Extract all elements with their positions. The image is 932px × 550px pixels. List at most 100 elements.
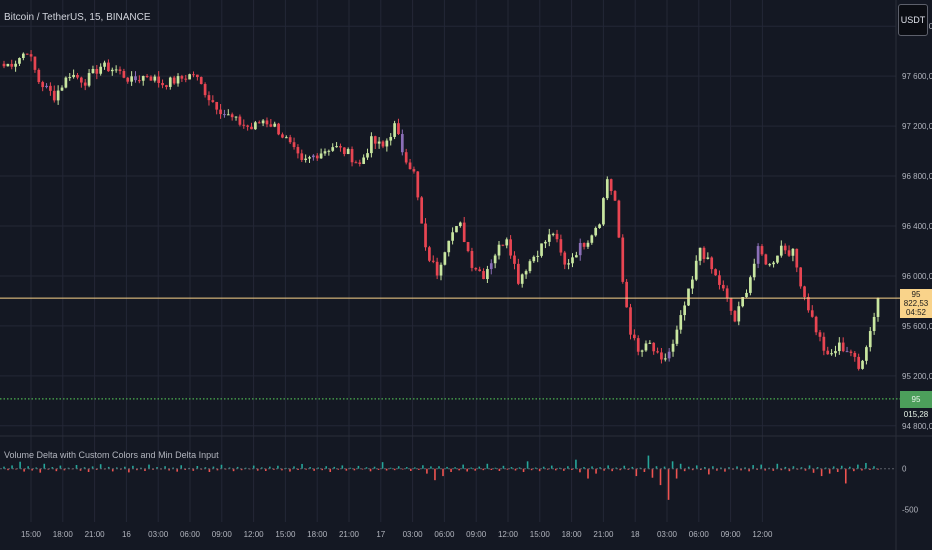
delta-bar	[760, 464, 762, 469]
candle-body	[729, 298, 733, 311]
delta-bar	[550, 465, 553, 469]
candle-body	[779, 245, 783, 256]
countdown-label: 04:52	[905, 308, 927, 318]
candle-body	[18, 58, 21, 64]
candle-body	[594, 227, 598, 236]
delta-bar	[490, 468, 493, 471]
delta-bar	[337, 468, 340, 470]
delta-bar	[35, 467, 38, 469]
delta-bar	[748, 468, 750, 472]
delta-bar	[635, 468, 638, 477]
candle-body	[559, 239, 563, 253]
delta-bar	[289, 468, 291, 472]
candle-body	[501, 244, 505, 246]
delta-bar	[385, 468, 388, 471]
price-tick-label: 95 600,00	[902, 322, 932, 331]
candle-body	[304, 158, 307, 160]
candle-body	[803, 286, 806, 298]
delta-bar	[148, 464, 150, 469]
candle-body	[350, 149, 354, 163]
delta-bar	[321, 468, 323, 471]
delta-bar	[430, 466, 432, 469]
candle-body	[807, 297, 810, 311]
delta-bar	[313, 468, 315, 471]
candle-body	[687, 288, 690, 306]
last-price-label: 95 822,53	[903, 290, 929, 309]
delta-bar	[91, 466, 94, 469]
delta-bar	[176, 468, 178, 472]
delta-bar	[615, 467, 618, 469]
candle-body	[122, 71, 126, 78]
delta-bar	[264, 468, 267, 471]
candle-body	[857, 356, 861, 369]
delta-bar	[446, 466, 448, 469]
delta-bar	[563, 468, 565, 471]
delta-bar	[534, 467, 537, 469]
candle-body	[725, 288, 729, 299]
indicator-title: Volume Delta with Custom Colors and Min …	[4, 450, 219, 460]
candle-body	[683, 305, 686, 316]
candle-body	[45, 85, 48, 88]
time-tick-label: 12:00	[244, 530, 265, 539]
price-tick-label: 94 800,00	[902, 422, 932, 431]
delta-bar	[345, 468, 348, 471]
delta-bar	[79, 468, 82, 471]
delta-bar	[309, 467, 311, 469]
time-tick-label: 06:00	[180, 530, 201, 539]
candle-body	[660, 352, 663, 360]
candle-body	[575, 255, 578, 258]
candle-body	[617, 200, 621, 238]
delta-bar	[39, 468, 42, 473]
candle-body	[474, 267, 478, 270]
candle-body	[853, 352, 857, 357]
candle-body	[103, 62, 106, 67]
candle-body	[138, 80, 141, 82]
candle-body	[791, 248, 795, 256]
delta-bar	[482, 468, 485, 471]
time-tick-label: 15:00	[21, 530, 42, 539]
candle-body	[582, 243, 586, 247]
delta-bar	[554, 468, 557, 471]
delta-bar	[180, 465, 183, 469]
candle-body	[795, 248, 799, 268]
candle-body	[134, 76, 137, 81]
delta-bar	[800, 467, 803, 469]
candle-body	[87, 73, 91, 86]
delta-bar	[486, 463, 489, 469]
candle-body	[416, 171, 420, 198]
candle-body	[602, 198, 605, 225]
candle-body	[141, 76, 145, 81]
candle-body	[149, 76, 153, 81]
candle-body	[737, 306, 741, 322]
candle-body	[745, 292, 748, 298]
delta-bar	[832, 466, 835, 469]
candle-body	[397, 123, 400, 135]
candle-body	[21, 53, 25, 59]
delta-bar	[281, 468, 283, 471]
delta-bar	[252, 465, 255, 469]
delta-bar	[317, 467, 319, 469]
candle-body	[764, 254, 768, 265]
delta-bar	[627, 468, 630, 470]
delta-bar	[325, 466, 328, 469]
currency-button[interactable]: USDT	[898, 4, 928, 36]
candle-body	[126, 77, 130, 82]
time-tick-label: 21:00	[85, 530, 106, 539]
delta-bar	[724, 468, 726, 472]
delta-bar	[659, 468, 662, 486]
low-price-tag: 95 015,28	[900, 390, 932, 419]
delta-bar	[450, 468, 452, 472]
time-tick-label: 06:00	[434, 530, 455, 539]
delta-bar	[530, 468, 533, 471]
candle-body	[814, 316, 818, 333]
delta-bar	[381, 462, 384, 469]
candle-body	[752, 263, 756, 278]
delta-bar	[111, 468, 114, 472]
candle-body	[107, 62, 110, 72]
candle-body	[787, 250, 791, 256]
candle-body	[408, 162, 412, 170]
candle-body	[578, 243, 582, 256]
delta-bar	[720, 467, 722, 469]
